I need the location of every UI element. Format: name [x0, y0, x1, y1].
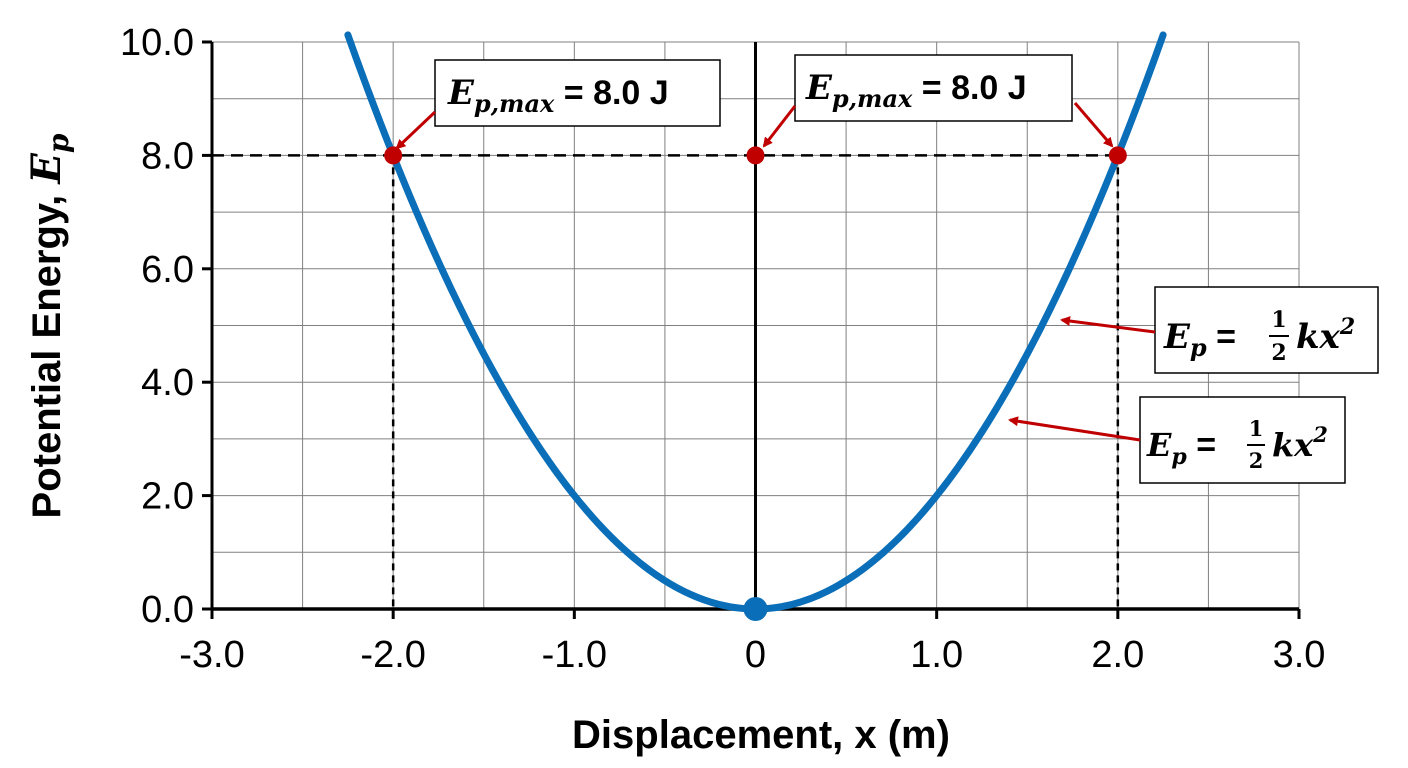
- callout-max-left-box: [434, 59, 721, 127]
- x-tick-label: -2.0: [360, 634, 425, 676]
- callout-max-right-text: Ep,max = 8.0 J: [805, 68, 1027, 113]
- arrow-formula-upper-to-curve: [1060, 316, 1156, 334]
- x-tick-label: -1.0: [542, 634, 607, 676]
- reference-lines: [212, 154, 1120, 609]
- arrow-max-right-to-right-point: [1073, 102, 1114, 148]
- origin-point: [743, 597, 768, 621]
- x-tick-labels: -3.0 -2.0 -1.0 0 1.0 2.0 3.0: [179, 634, 1325, 676]
- formula-lower-lhs: Ep =: [1146, 426, 1216, 470]
- annotation-arrows: [395, 102, 1156, 442]
- y-tick-label: 10.0: [120, 22, 194, 64]
- formula-upper-rhs: kx2: [1296, 314, 1355, 357]
- formula-lower-den: 2: [1249, 448, 1264, 473]
- max-energy-point: [384, 146, 403, 165]
- y-axis-title-text: Potential Energy,: [25, 184, 69, 519]
- callout-formula-upper: Ep = 1 2 kx2: [1154, 286, 1379, 374]
- callout-max-right: Ep,max = 8.0 J: [794, 54, 1073, 122]
- y-axis-title-subscript: p: [42, 133, 75, 153]
- callout-formula-lower-box: [1139, 396, 1346, 484]
- formula-upper-lhs: Ep =: [1163, 317, 1236, 362]
- x-tick-label: 1.0: [910, 634, 963, 676]
- callout-formula-lower: Ep = 1 2 kx2: [1139, 396, 1346, 484]
- y-tick-labels: 0.0 2.0 4.0 6.0 8.0 10.0: [120, 22, 194, 631]
- formula-lower-rhs: kx2: [1272, 422, 1328, 464]
- x-tick-label: 0: [745, 634, 766, 676]
- marked-points: [384, 146, 1127, 621]
- formula-upper-num: 1: [1271, 307, 1286, 333]
- arrow-max-left-to-point: [395, 110, 437, 150]
- formula-lower-num: 1: [1249, 416, 1264, 441]
- max-energy-point: [1108, 146, 1127, 165]
- y-axis-title: Potential Energy, Ep: [23, 133, 75, 518]
- x-axis-title: Displacement, x (m): [572, 713, 950, 757]
- callout-max-left-text: Ep,max = 8.0 J: [447, 73, 669, 118]
- callout-max-right-box: [794, 54, 1073, 122]
- callout-max-left: Ep,max = 8.0 J: [434, 59, 721, 127]
- y-tick-label: 2.0: [141, 476, 194, 518]
- x-tick-label: 2.0: [1091, 634, 1144, 676]
- callout-formula-upper-box: [1154, 286, 1379, 374]
- y-axis-title-symbol: E: [23, 153, 70, 185]
- max-energy-point: [746, 146, 765, 165]
- x-tick-label: -3.0: [179, 634, 244, 676]
- arrow-formula-lower-to-curve: [1008, 416, 1141, 442]
- y-tick-label: 8.0: [141, 135, 194, 177]
- formula-upper-den: 2: [1271, 340, 1286, 366]
- y-tick-label: 4.0: [141, 362, 194, 404]
- y-tick-label: 6.0: [141, 249, 194, 291]
- x-tick-label: 3.0: [1273, 634, 1326, 676]
- arrow-max-right-to-center-point: [762, 105, 797, 148]
- y-tick-label: 0.0: [141, 589, 194, 631]
